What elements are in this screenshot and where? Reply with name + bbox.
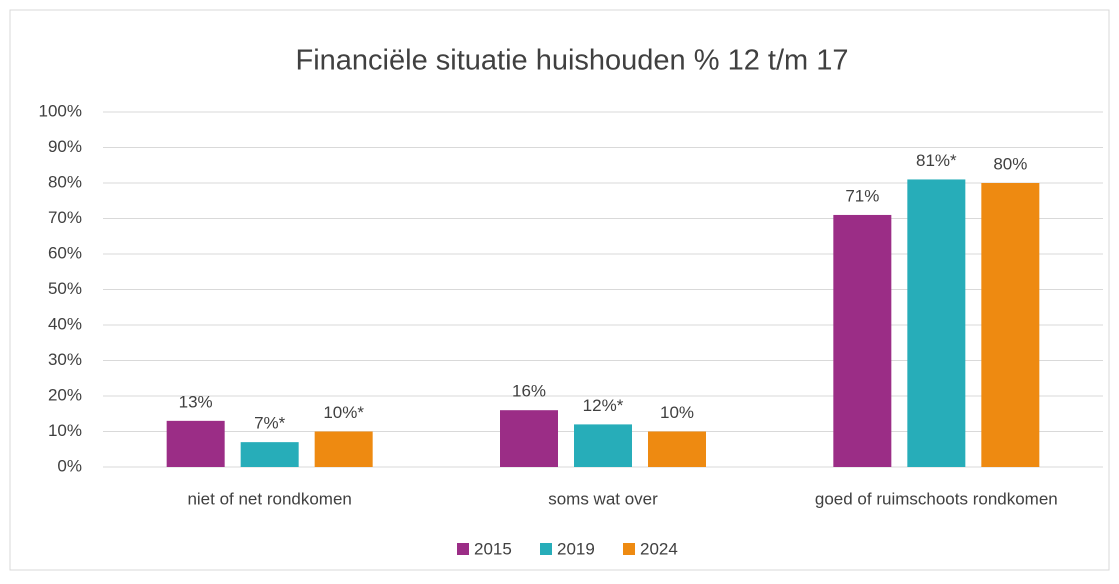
data-label: 71%: [845, 186, 879, 205]
legend-label: 2015: [474, 539, 512, 558]
data-label: 10%*: [323, 403, 364, 422]
data-label: 10%: [660, 403, 694, 422]
y-tick-label: 80%: [48, 172, 82, 191]
bar: [500, 410, 558, 467]
bar: [981, 183, 1040, 467]
bar: [240, 442, 299, 467]
x-tick-label: soms wat over: [548, 489, 658, 508]
bar: [907, 179, 966, 467]
legend-swatch: [623, 543, 635, 555]
bar: [166, 420, 225, 467]
x-tick-label: niet of net rondkomen: [187, 489, 351, 508]
legend-swatch: [457, 543, 469, 555]
y-tick-label: 70%: [48, 208, 82, 227]
y-tick-label: 30%: [48, 350, 82, 369]
y-tick-label: 100%: [39, 101, 82, 120]
data-label: 13%: [179, 392, 213, 411]
legend-swatch: [540, 543, 552, 555]
data-label: 81%*: [916, 151, 957, 170]
bar: [314, 431, 373, 467]
chart-title: Financiële situatie huishouden % 12 t/m …: [296, 45, 849, 77]
y-tick-label: 50%: [48, 279, 82, 298]
y-tick-label: 40%: [48, 314, 82, 333]
legend-label: 2024: [640, 539, 678, 558]
bar: [574, 424, 632, 467]
data-label: 12%*: [583, 396, 624, 415]
x-tick-label: goed of ruimschoots rondkomen: [815, 489, 1058, 508]
data-label: 7%*: [254, 414, 286, 433]
data-label: 16%: [512, 382, 546, 401]
legend-label: 2019: [557, 539, 595, 558]
bar: [833, 214, 892, 467]
y-tick-label: 0%: [57, 456, 82, 475]
bar: [648, 431, 706, 467]
y-tick-label: 90%: [48, 137, 82, 156]
data-label: 80%: [993, 154, 1027, 173]
y-tick-label: 60%: [48, 243, 82, 262]
y-tick-label: 10%: [48, 421, 82, 440]
y-tick-label: 20%: [48, 385, 82, 404]
